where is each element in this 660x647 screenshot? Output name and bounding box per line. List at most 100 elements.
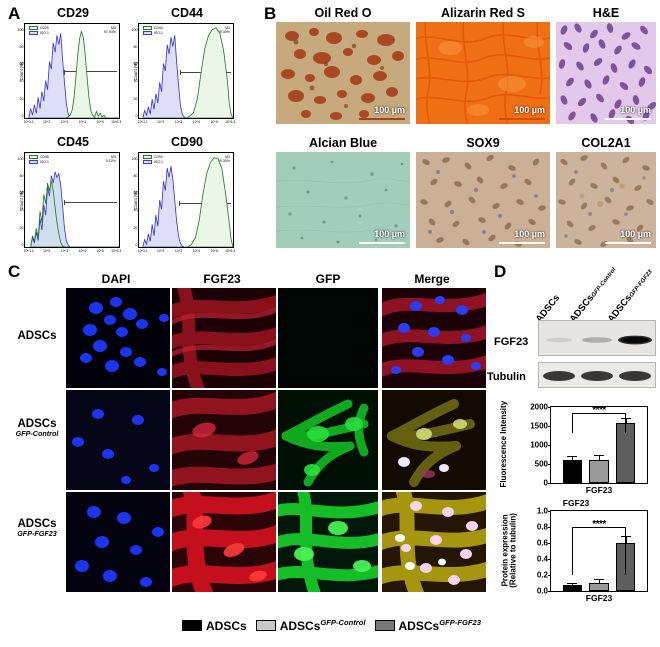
micrograph-col2a1: 100 µm (556, 152, 656, 248)
chart2-ytick: 0.2 (536, 570, 548, 580)
panel-c-col-merge: Merge (414, 272, 450, 286)
chart1-xcategory: FGF23 (585, 485, 613, 495)
flow-gate-readout: M3 99.30% (218, 155, 230, 164)
chart1-bar-adscs (562, 460, 582, 483)
flow-xtick: 10^2 (156, 119, 165, 124)
row-label-main: ADSCs (17, 518, 57, 530)
panel-c-image-fgf23-adscs (172, 288, 276, 388)
legend-swatch-marker (29, 26, 38, 31)
flow-xtick: 10^3 (174, 119, 183, 124)
flow-gate-marker (64, 69, 118, 75)
flow-ytick: 60 (19, 191, 24, 196)
flow-xtick: 10^4 (78, 119, 86, 124)
flow-ytick: 0 (135, 243, 138, 248)
flow-plot-cd90: Count (%) 100 80 60 40 20 0 10^1.1 10^2 … (132, 152, 235, 253)
panel-c-image-merge-gfp-fgf23: 20 µm (382, 492, 486, 592)
flow-gate-readout: M3 99.30% (218, 26, 230, 35)
legend-swatch-gfp-control (255, 620, 276, 631)
chart2-error-adscs (572, 583, 574, 586)
merge-fluorescence (382, 390, 486, 490)
legend-swatch-iso (29, 31, 38, 36)
flow-xtick: 10^5 (96, 248, 104, 253)
flow-title-cd29: CD29 (57, 6, 89, 20)
chart1-errorcap-adscs (567, 456, 577, 458)
chart2-bar-gfp-control (589, 583, 609, 591)
fgf23-fluorescence (172, 390, 276, 490)
panel-c-image-dapi-adscs (66, 288, 170, 388)
flow-xtick: 10^3 (60, 119, 69, 124)
flow-ytick: 40 (133, 79, 138, 84)
panel-c-image-fgf23-gfp-control (172, 390, 276, 490)
legend-swatch-gfp-fgf23 (374, 620, 395, 631)
chart2-error-gfp-fgf23 (625, 536, 627, 543)
chart2-bar-adscs (562, 585, 582, 591)
flow-xtick: 10^6.3 (225, 119, 236, 124)
flow-ytick: 80 (19, 44, 24, 49)
flow-ytick: 100 (17, 156, 24, 161)
chart2-ytick: 0.0 (536, 586, 548, 596)
dapi-fluorescence (66, 288, 170, 388)
legend-swatch-adscs (182, 620, 202, 631)
flow-legend: CD44 ISO-1 (143, 26, 163, 36)
legend-label-gfp-fgf23: ADSCsGFP-FGF23 (399, 618, 481, 633)
legend-iso-label: ISO-1 (154, 30, 163, 35)
row-label-sub: GFP-Control (15, 429, 59, 439)
flow-legend: CD45 ISO-1 (29, 155, 49, 165)
flow-xtick: 10^2 (156, 248, 165, 253)
chart2-plot-area: 1.0 0.8 0.6 0.4 0.2 0.0 **** FGF23 (537, 507, 648, 603)
panel-c-row-label-gfp-control: ADSCs GFP-Control (4, 418, 70, 438)
flow-histogram-curves (142, 27, 233, 118)
flow-ytick: 40 (19, 79, 24, 84)
chart1-bar-gfp-fgf23 (616, 422, 636, 483)
alizarin-red-staining (416, 22, 550, 124)
flow-legend: CD90 ISO-1 (143, 155, 163, 165)
micrograph-he: 100 µm (556, 22, 656, 124)
flow-xtick: 10^4 (192, 119, 200, 124)
chart2-ytick: 0.4 (536, 554, 548, 564)
tubulin-bands (539, 363, 655, 387)
scale-bar-label: 100 µm (374, 105, 405, 115)
flow-xtick: 10^1.1 (137, 119, 148, 124)
chart1-bar-gfp-control (589, 459, 609, 483)
panel-c-letter: C (8, 262, 21, 281)
panel-c-row-label-gfp-fgf23: ADSCs GFP-FGF23 (4, 518, 70, 538)
legend-swatch-marker (29, 155, 38, 160)
blot-row-label-tubulin: Tubulin (487, 371, 526, 383)
flow-title-cd45: CD45 (57, 135, 89, 149)
micrograph-oil-red-o: 100 µm (276, 22, 410, 124)
legend-item-gfp-control: ADSCsGFP-Control (255, 618, 366, 633)
chart2-errorcap-gfp-fgf23 (621, 535, 631, 537)
chart2-significance-bracket (572, 527, 626, 575)
chart2-tickmark (548, 559, 551, 560)
legend-swatch-marker (143, 155, 152, 160)
scale-bar-line (359, 117, 405, 120)
merge-fluorescence (382, 288, 486, 388)
flow-gate-readout: M3 0.12% (106, 155, 116, 164)
scale-bar-line (499, 117, 545, 120)
lane-label-sub: GFP-Control (590, 266, 618, 299)
legend-marker-label: CD44 (154, 26, 163, 30)
scale-bar-line (605, 241, 651, 244)
chart1-tickmark (548, 445, 551, 446)
panel-c-image-merge-adscs (382, 288, 486, 388)
panel-c-row-label-adscs: ADSCs (8, 330, 66, 342)
dapi-fluorescence (66, 492, 170, 592)
legend-marker-label: CD45 (40, 155, 49, 159)
gate-value: 99.30% (217, 30, 230, 35)
flow-xtick: 10^3 (174, 248, 183, 253)
chart2-ylabel-line2: (Relative to tubulin) (509, 513, 518, 588)
micrograph-sox9: 100 µm (416, 152, 550, 248)
flow-ytick: 60 (133, 191, 138, 196)
flow-ytick: 0 (21, 243, 24, 248)
flow-histogram-curves (142, 157, 233, 247)
gfp-fluorescence (278, 492, 378, 592)
blot-row-label-fgf23: FGF23 (494, 336, 529, 348)
flow-ytick: 0 (21, 114, 24, 119)
gate-label: M3 (111, 155, 116, 159)
micrograph-alizarin-red-s: 100 µm (416, 22, 550, 124)
gate-label: M3 (225, 26, 230, 30)
legend-item-gfp-fgf23: ADSCsGFP-FGF23 (374, 618, 481, 633)
scale-bar-label: 100 µm (514, 229, 545, 239)
legend-label-adscs: ADSCs (206, 618, 247, 633)
legend-label-sup: GFP-Control (320, 618, 366, 627)
